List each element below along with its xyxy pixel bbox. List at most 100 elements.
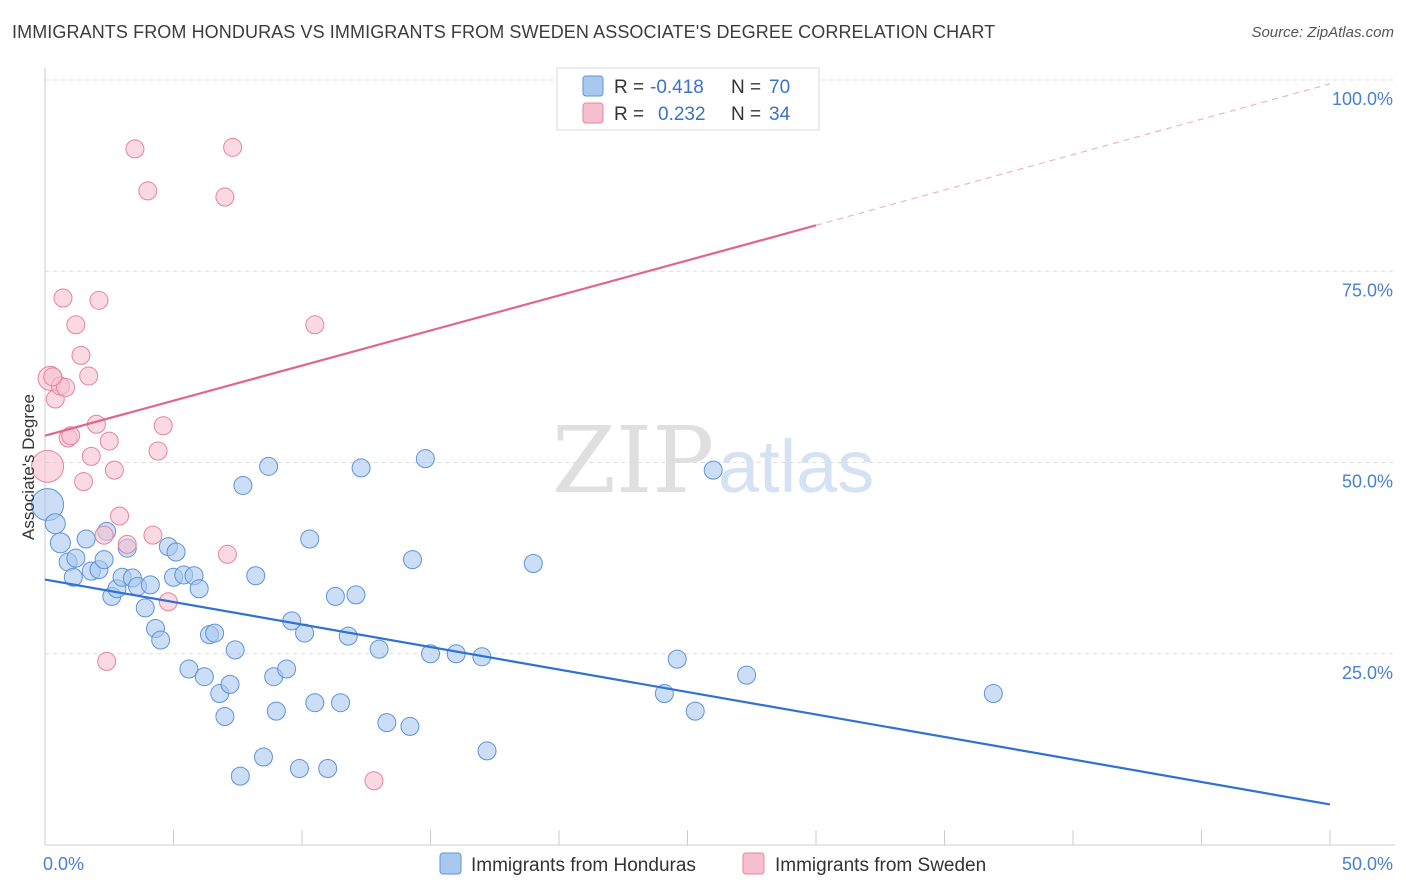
sweden-point-11 <box>79 366 99 386</box>
honduras-point-1 <box>44 513 66 535</box>
honduras-point-69 <box>66 548 86 568</box>
honduras-point-47 <box>318 759 338 778</box>
sweden-point-24 <box>148 441 168 461</box>
honduras-point-49 <box>331 693 351 713</box>
honduras-point-62 <box>523 553 543 573</box>
sweden-point-20 <box>117 534 137 554</box>
sweden-point-0 <box>31 449 65 483</box>
honduras-point-50 <box>338 626 358 646</box>
trend-layer <box>44 83 1331 806</box>
watermark-atlas: atlas <box>718 425 874 508</box>
honduras-point-46 <box>305 693 325 713</box>
honduras-point-38 <box>259 456 279 476</box>
sweden-point-33 <box>43 367 63 387</box>
sweden-point-9 <box>71 345 91 365</box>
sweden-point-8 <box>66 315 86 335</box>
sweden-point-27 <box>215 187 235 207</box>
legend-n-value-sweden: 34 <box>769 104 791 125</box>
honduras-point-17 <box>140 575 160 595</box>
honduras-point-64 <box>667 649 687 669</box>
honduras-point-24 <box>179 659 199 679</box>
honduras-point-59 <box>446 644 466 664</box>
honduras-point-57 <box>415 449 435 469</box>
legend-r-value-sweden: 0.232 <box>658 104 706 125</box>
legend-n-value-honduras: 70 <box>769 77 790 98</box>
axis-layer <box>44 68 1395 846</box>
honduras-point-26 <box>189 579 209 599</box>
honduras-point-4 <box>63 567 83 587</box>
y-tick-labels: 25.0% 50.0% 75.0% 100.0% <box>1332 89 1393 683</box>
sweden-point-10 <box>74 472 94 492</box>
honduras-point-16 <box>135 598 155 618</box>
sweden-point-5 <box>56 378 76 398</box>
bottom-legend-swatch-honduras <box>439 852 462 875</box>
sweden-point-25 <box>153 416 173 436</box>
honduras-point-41 <box>277 659 297 679</box>
legend-n-label-honduras: N = <box>731 77 761 98</box>
honduras-point-8 <box>94 550 114 570</box>
sweden-point-21 <box>125 139 145 159</box>
honduras-point-53 <box>369 639 389 659</box>
honduras-point-61 <box>477 741 497 761</box>
sweden-point-31 <box>364 771 384 791</box>
legend-r-label-honduras: R = <box>614 77 644 98</box>
honduras-point-58 <box>421 644 440 664</box>
honduras-point-35 <box>233 475 253 495</box>
sweden-point-16 <box>97 651 117 671</box>
honduras-point-65 <box>685 701 705 721</box>
chart-source: Source: ZipAtlas.com <box>1251 24 1394 41</box>
y-axis-label: Associate's Degree <box>19 394 38 540</box>
legend-r-value-honduras: -0.418 <box>650 77 704 98</box>
watermark-zip: ZIP <box>552 407 714 514</box>
honduras-point-32 <box>220 674 240 694</box>
bottom-legend-swatch-sweden <box>742 852 765 875</box>
sweden-point-29 <box>223 137 243 157</box>
honduras-point-19 <box>151 630 171 650</box>
honduras-point-34 <box>230 766 250 786</box>
legend-swatch-honduras <box>582 75 604 97</box>
series-legend: Immigrants from Honduras Immigrants from… <box>439 852 986 876</box>
chart-title: IMMIGRANTS FROM HONDURAS VS IMMIGRANTS F… <box>12 22 996 42</box>
honduras-point-29 <box>205 623 225 643</box>
sweden-trend-line <box>44 224 817 437</box>
honduras-point-2 <box>49 532 71 554</box>
honduras-point-36 <box>246 566 266 586</box>
honduras-point-45 <box>300 529 320 549</box>
honduras-point-52 <box>351 458 371 478</box>
sweden-point-18 <box>104 460 124 480</box>
honduras-trend-line <box>44 578 1331 806</box>
bottom-legend-label-sweden: Immigrants from Sweden <box>775 855 986 876</box>
y-tick-label-0: 25.0% <box>1342 663 1393 683</box>
series-honduras-points <box>31 449 1003 786</box>
grid-layer <box>45 79 1395 655</box>
sweden-point-12 <box>81 446 101 466</box>
series-sweden-points <box>31 70 723 791</box>
legend-swatch-sweden <box>582 102 604 124</box>
bottom-legend-label-honduras: Immigrants from Honduras <box>471 855 696 876</box>
x-tick-label-0: 0.0% <box>43 854 84 874</box>
sweden-point-15 <box>94 525 114 545</box>
watermark: ZIP atlas <box>552 407 874 514</box>
honduras-point-56 <box>403 550 423 570</box>
sweden-point-23 <box>143 525 163 545</box>
correlation-legend: R = -0.418 N = 70 R = 0.232 N = 34 <box>556 67 820 131</box>
honduras-point-31 <box>215 706 235 726</box>
honduras-point-66 <box>737 665 757 685</box>
y-tick-label-2: 75.0% <box>1342 280 1393 300</box>
honduras-point-43 <box>289 759 309 778</box>
sweden-point-30 <box>305 315 325 335</box>
honduras-point-33 <box>225 640 245 660</box>
y-tick-label-1: 50.0% <box>1342 472 1393 492</box>
legend-n-label-sweden: N = <box>731 104 761 125</box>
x-tick-label-1: 50.0% <box>1342 854 1393 874</box>
honduras-point-5 <box>76 529 96 549</box>
honduras-point-27 <box>194 667 214 687</box>
y-tick-label-3: 100.0% <box>1332 89 1393 109</box>
honduras-point-55 <box>400 716 420 736</box>
sweden-point-14 <box>89 290 109 310</box>
honduras-point-37 <box>253 747 273 767</box>
honduras-point-54 <box>377 713 397 733</box>
sweden-point-17 <box>99 431 119 451</box>
honduras-point-22 <box>166 542 186 562</box>
